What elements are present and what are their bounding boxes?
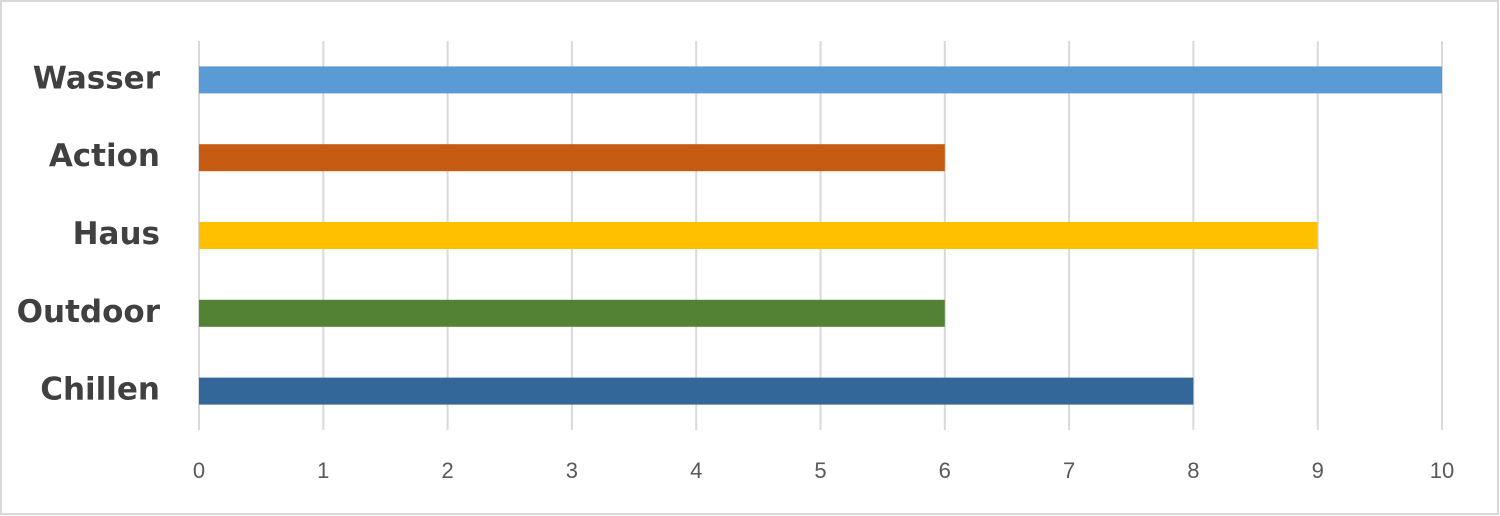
bar <box>199 66 1442 94</box>
x-tick-label: 10 <box>1430 458 1454 483</box>
x-tick-label: 8 <box>1187 458 1199 483</box>
y-tick-label: Wasser <box>33 60 161 96</box>
y-tick-label: Action <box>49 138 160 174</box>
bar <box>199 377 1194 405</box>
y-tick-label: Chillen <box>40 372 160 408</box>
x-tick-label: 5 <box>814 458 826 483</box>
y-tick-label: Outdoor <box>17 294 161 330</box>
x-tick-label: 3 <box>566 458 578 483</box>
bar <box>199 299 945 327</box>
x-tick-label: 6 <box>939 458 951 483</box>
bar <box>199 222 1318 249</box>
x-tick-label: 4 <box>690 458 702 483</box>
x-tick-label: 0 <box>193 458 205 483</box>
x-tick-label: 2 <box>441 458 453 483</box>
bar <box>199 144 945 172</box>
x-tick-label: 1 <box>317 458 329 483</box>
x-tick-label: 9 <box>1312 458 1324 483</box>
x-tick-label: 7 <box>1063 458 1075 483</box>
y-tick-label: Haus <box>73 216 160 252</box>
